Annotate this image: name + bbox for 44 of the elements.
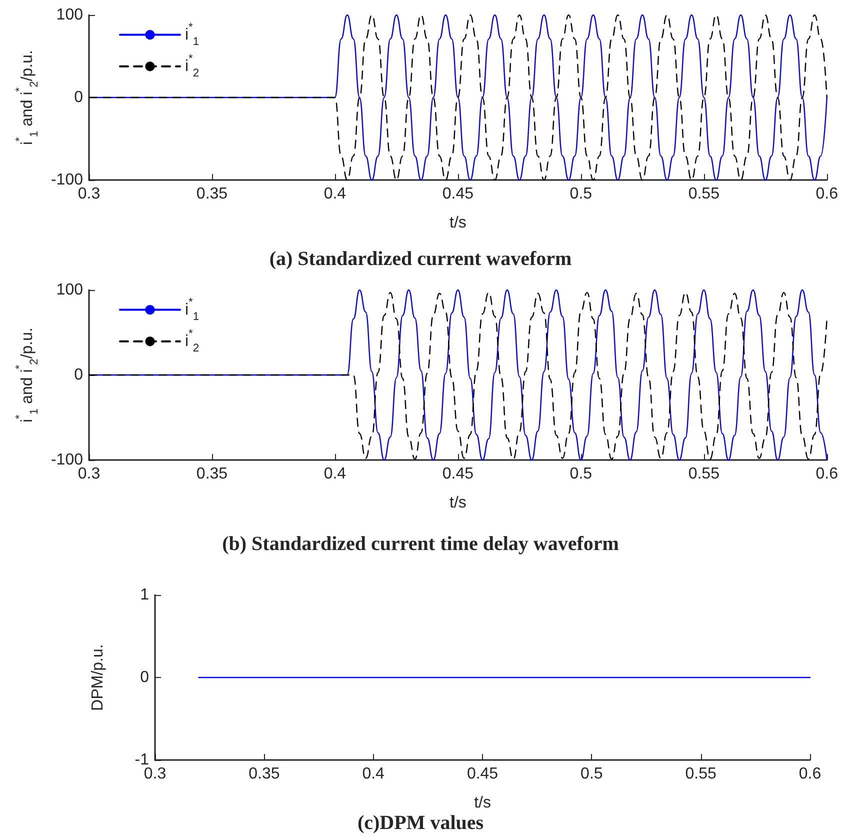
x-tick-label: 0.4 [362,766,385,782]
y-tick-label: 100 [56,6,84,24]
x-tick-label: 0.45 [442,466,474,482]
x-tick-label: 0.35 [248,766,280,782]
x-tick-label: 0.5 [580,766,603,782]
y-axis-title: DPM/p.u. [90,644,107,711]
y-tick-label: 0 [74,89,84,106]
x-tick-label: 0.4 [324,186,346,202]
x-tick-label: 0.6 [816,466,838,482]
y-tick-label: 0 [140,669,150,686]
y-axis-title: i*1 and i*2/p.u. [14,328,41,422]
text: (c)DPM values [357,812,484,834]
x-tick-label: 0.3 [78,186,100,202]
y-tick-label: 0 [74,366,84,384]
y-tick-label: 100 [56,282,84,298]
text: (a) Standardized current waveform [269,248,572,270]
y-tick-label: -1 [134,752,150,768]
x-tick-label: 0.6 [816,186,838,202]
legend-label: i*2 [185,53,200,80]
x-tick-label: 0.6 [798,766,822,782]
legend-label: i*1 [185,22,200,48]
x-tick-label: 0.35 [196,466,228,482]
x-tick-label: 0.5 [570,186,592,202]
y-tick-label: -100 [50,452,84,468]
x-tick-label: 0.45 [466,766,498,782]
x-tick-label: 0.55 [685,766,717,782]
legend-label: i*2 [185,328,200,355]
x-tick-label: 0.55 [688,186,720,202]
y-tick-label: 1 [140,586,150,604]
x-tick-label: 0.4 [324,466,346,482]
x-tick-label: 0.3 [144,766,166,782]
x-tick-label: 0.35 [196,186,228,202]
x-tick-label: 0.45 [442,186,474,202]
x-tick-label: 0.3 [78,466,100,482]
x-tick-label: 0.55 [688,466,720,482]
legend-label: i*1 [185,296,200,324]
y-tick-label: -100 [50,172,84,188]
x-axis-title: t/s [474,794,491,812]
text: (b) Standardized current time delay waveform [222,533,620,555]
x-tick-label: 0.5 [570,466,592,482]
x-axis-title: t/s [449,214,466,232]
x-axis-title: t/s [449,494,466,512]
line-series [88,14,828,181]
y-axis-title: i*1 and i*2/p.u. [14,50,41,145]
